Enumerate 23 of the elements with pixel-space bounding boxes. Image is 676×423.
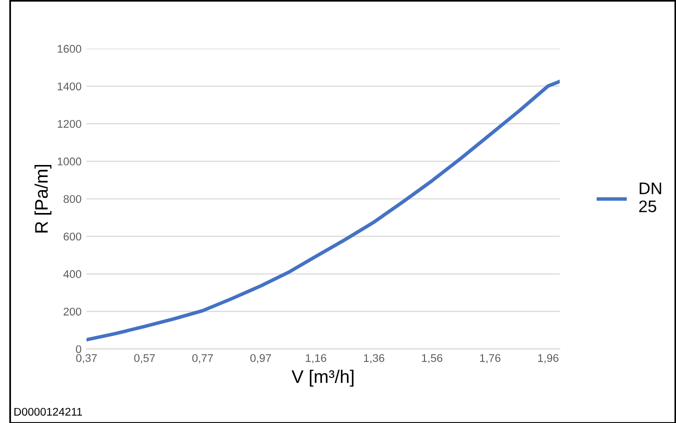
y-tick-label: 200 (64, 308, 82, 316)
x-tick-label: 0,77 (192, 354, 213, 364)
x-tick-label: 0,57 (134, 354, 155, 364)
x-tick-label: 0,37 (76, 354, 97, 364)
line-series (86, 80, 560, 342)
y-tick-label: 1200 (58, 120, 82, 128)
y-tick-label: 1000 (58, 158, 82, 166)
y-tick-label: 1400 (58, 82, 82, 90)
x-axis-title: V [m³/h] (292, 370, 354, 387)
y-tick-label: 0 (76, 345, 82, 354)
y-tick-label: 400 (63, 270, 82, 278)
y-tick-label: 800 (64, 195, 82, 203)
y-tick-label: 600 (64, 232, 82, 240)
x-tick-label: 1,76 (480, 354, 500, 364)
text: D0000124211 (14, 408, 82, 416)
x-tick-label: 1,56 (422, 354, 442, 364)
legend-label: DN 25 (639, 182, 662, 212)
x-tick-label: 1,36 (364, 354, 384, 364)
x-tick-label: 1,16 (306, 354, 326, 364)
y-axis-title: R [Pa/m] (34, 164, 52, 232)
x-tick-label: 0,97 (250, 354, 271, 364)
x-tick-label: 1,96 (538, 354, 558, 364)
y-tick-label: 1600 (58, 44, 82, 53)
